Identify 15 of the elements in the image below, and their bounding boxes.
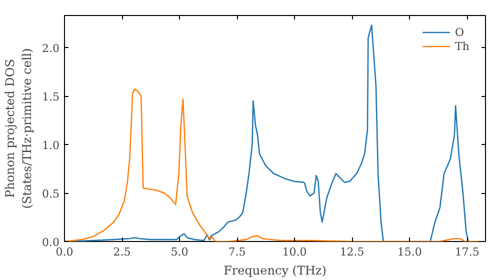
legend-label: Th [455, 39, 470, 53]
y-axis-title: Phonon projected DOS (States/THz·primitive cell) [3, 48, 34, 209]
x-axis-title: Frequency (THz) [224, 264, 326, 278]
x-tick-label: 5.0 [170, 246, 188, 258]
legend-label: O [455, 25, 466, 39]
x-tick-label: 12.5 [340, 246, 364, 258]
x-tick-label: 17.5 [454, 246, 480, 258]
y-tick-label: 1.0 [42, 139, 60, 152]
y-tick-label: 1.5 [42, 90, 60, 104]
y-tick-label: 2.0 [42, 42, 60, 56]
x-tick-label: 15.0 [397, 246, 422, 258]
x-tick-label: 7.5 [228, 246, 246, 258]
x-tick-label: 10.0 [282, 246, 307, 258]
y-tick-label: 0.5 [42, 188, 60, 200]
x-tick-label: 2.5 [113, 246, 131, 258]
